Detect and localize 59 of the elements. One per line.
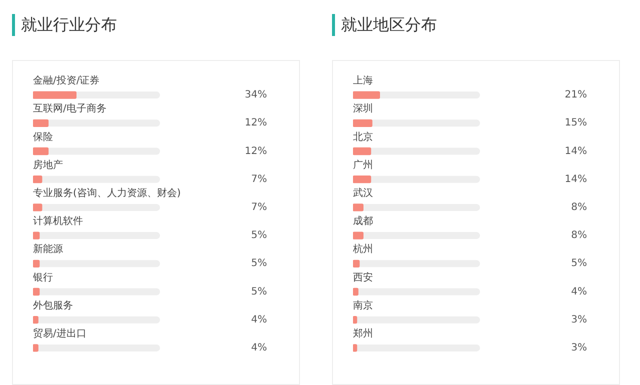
bar: [353, 232, 364, 240]
bar: [353, 176, 372, 184]
data-label: 15%: [564, 118, 587, 129]
data-label: 5%: [571, 258, 587, 270]
y-tick-label: 西安: [353, 271, 373, 284]
y-tick-label: 北京: [353, 130, 373, 143]
y-tick-label: 上海: [353, 74, 373, 87]
y-tick-label: 专业服务(咨询、人力资源、财会): [33, 187, 181, 200]
y-tick-label: 杭州: [352, 243, 373, 256]
y-tick-label: 郑州: [353, 328, 373, 340]
data-label: 5%: [251, 230, 267, 242]
bar: [33, 119, 49, 127]
data-label: 21%: [564, 90, 587, 101]
bar: [33, 176, 42, 184]
y-tick-label: 金融/投资/证券: [33, 74, 100, 87]
y-tick-label: 保险: [33, 130, 53, 143]
bar: [353, 288, 358, 296]
y-tick-label: 成都: [353, 215, 373, 228]
data-label: 12%: [244, 146, 267, 157]
bar: [33, 232, 40, 240]
data-label: 34%: [244, 90, 267, 101]
data-label: 5%: [251, 258, 267, 270]
bar: [33, 288, 40, 296]
data-label: 14%: [564, 146, 587, 157]
y-tick-label: 外包服务: [33, 299, 73, 312]
y-tick-label: 房地产: [33, 158, 63, 171]
data-label: 7%: [251, 174, 267, 185]
y-tick-label: 新能源: [33, 243, 63, 256]
y-tick-label: 互联网/电子商务: [33, 102, 106, 115]
data-label: 4%: [251, 314, 267, 326]
y-tick-label: 武汉: [353, 187, 373, 200]
y-tick-label: 广州: [353, 158, 373, 171]
data-label: 4%: [251, 342, 267, 354]
bar: [33, 260, 40, 268]
bar: [353, 119, 372, 127]
y-tick-label: 贸易/进出口: [33, 328, 86, 340]
chart-title: 就业地区分布: [340, 14, 437, 36]
data-label: 5%: [251, 286, 267, 298]
data-label: 3%: [571, 314, 587, 326]
y-tick-label: 深圳: [353, 102, 373, 115]
y-tick-label: 计算机软件: [33, 215, 83, 228]
bar: [353, 91, 380, 99]
data-label: 3%: [571, 342, 587, 354]
data-label: 14%: [564, 174, 587, 185]
data-label: 8%: [571, 202, 587, 214]
data-label: 4%: [571, 286, 587, 298]
bar: [33, 147, 49, 156]
chart-title: 就业行业分布: [20, 14, 117, 36]
bar: [353, 147, 372, 156]
data-label: 8%: [571, 230, 587, 242]
data-label: 12%: [244, 118, 267, 129]
y-tick-label: 银行: [32, 272, 53, 284]
bar: [33, 316, 38, 324]
bar: [33, 204, 42, 212]
bar: [353, 204, 364, 212]
bar: [353, 260, 360, 268]
y-tick-label: 南京: [353, 299, 373, 312]
bar: [33, 344, 38, 352]
data-label: 7%: [251, 202, 267, 214]
